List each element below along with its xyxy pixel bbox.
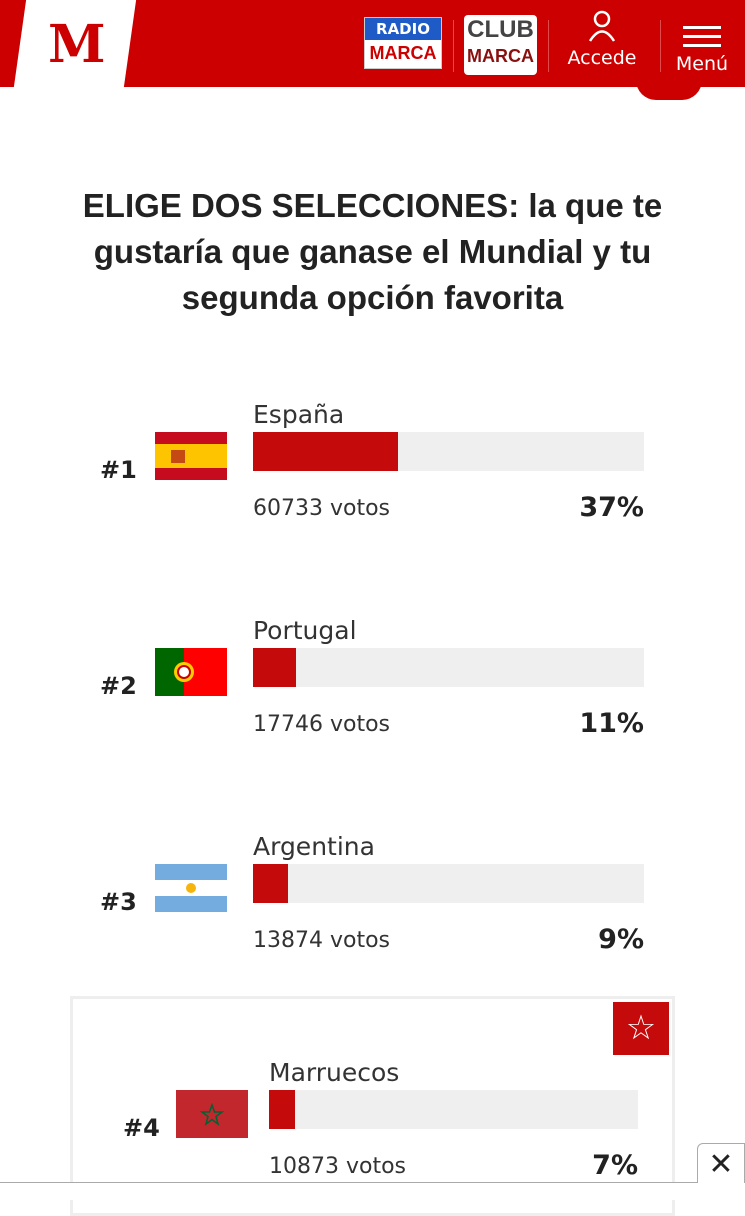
login-label: Accede [567,47,637,69]
option-name: España [253,400,345,429]
vote-percent: 7% [592,1150,638,1181]
radio-marca-link[interactable]: RADIO MARCA [364,17,442,69]
vote-bar [269,1090,638,1129]
radio-label: RADIO [365,18,441,40]
flag-morocco-icon [176,1090,248,1138]
club-marca-link[interactable]: CLUB MARCA [464,15,537,75]
vote-bar [253,864,644,903]
rank-label: #2 [100,672,137,700]
menu-button[interactable]: Menú [670,20,734,75]
flag-portugal-icon [155,648,227,696]
poll-option[interactable]: #3 Argentina 13874 votos 9% [0,832,745,986]
poll-title: ELIGE DOS SELECCIONES: la que te gustarí… [82,187,663,316]
login-button[interactable]: Accede [562,10,642,69]
poll-option[interactable]: #4 Marruecos 10873 votos 7% [0,1058,745,1212]
club-label: CLUB [467,16,534,43]
poll-option[interactable]: #2 Portugal 17746 votos 11% [0,616,745,770]
divider [453,20,454,72]
vote-bar-fill [253,432,398,471]
poll-option[interactable]: #1 España 60733 votos 37% [0,400,745,554]
close-icon[interactable]: ✕ [697,1143,745,1183]
vote-bar [253,432,644,471]
divider [548,20,549,72]
rank-label: #1 [100,456,137,484]
hamburger-icon [670,26,734,47]
divider [660,20,661,72]
vote-bar [253,648,644,687]
user-icon [588,10,616,42]
flag-argentina-icon [155,864,227,912]
vote-bar-fill [253,648,296,687]
vote-count: 10873 votos [269,1154,407,1179]
club-marca-label: MARCA [467,46,534,66]
vote-count: 60733 votos [253,496,391,521]
option-name: Marruecos [269,1058,400,1087]
menu-label: Menú [675,53,729,75]
radio-marca-label: MARCA [369,43,437,63]
vote-percent: 37% [579,492,644,523]
vote-bar-fill [269,1090,295,1129]
rank-label: #3 [100,888,137,916]
option-name: Portugal [253,616,357,645]
option-name: Argentina [253,832,375,861]
site-header: M RADIO MARCA CLUB MARCA Accede Menú [0,0,745,87]
vote-bar-fill [253,864,289,903]
vote-percent: 9% [598,924,644,955]
vote-percent: 11% [579,708,644,739]
bottom-bar [0,1182,745,1200]
vote-count: 13874 votos [253,928,391,953]
marca-logo[interactable]: M [48,14,106,75]
header-tab [636,80,702,100]
rank-label: #4 [123,1114,160,1142]
flag-spain-icon [155,432,227,480]
star-icon[interactable]: ☆ [613,1002,669,1055]
vote-count: 17746 votos [253,712,391,737]
